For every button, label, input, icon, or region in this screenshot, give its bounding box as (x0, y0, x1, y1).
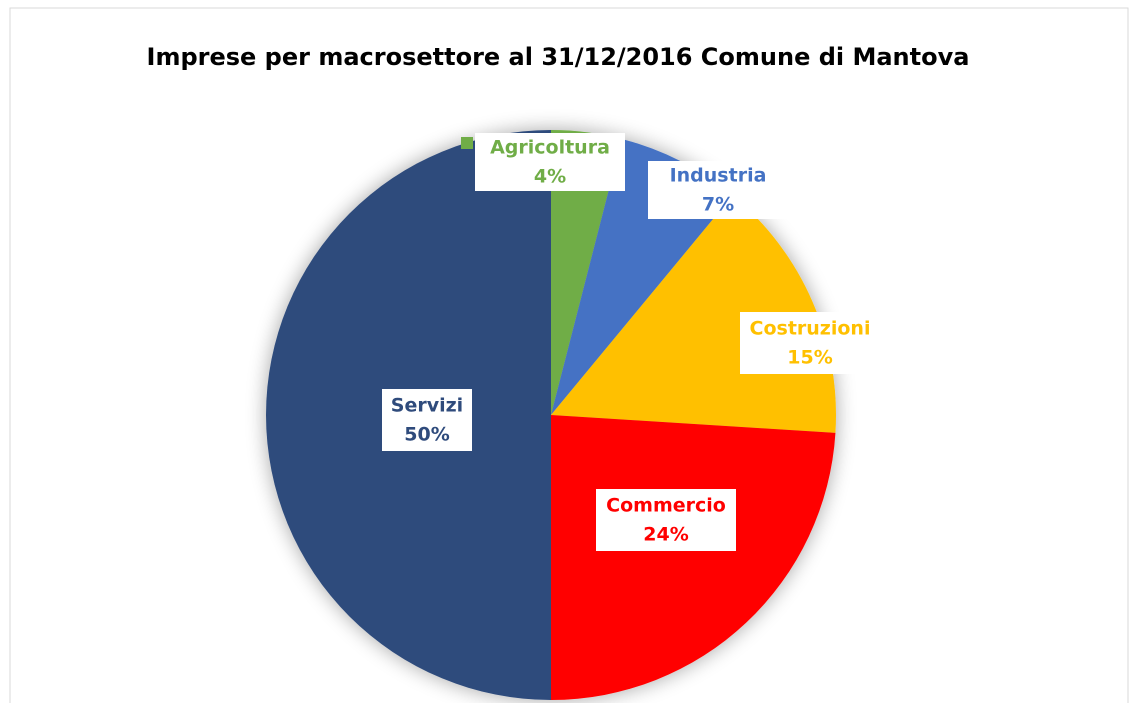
frame (9, 7, 1129, 703)
labels: Agricoltura 4% Industria 7% Costruzioni 15% Co… (382, 133, 880, 551)
pie-slice (551, 415, 836, 700)
value-label: 50% (404, 424, 449, 446)
label-box (475, 133, 625, 191)
label-box (382, 389, 472, 451)
label-box (596, 489, 736, 551)
category-label: Servizi (391, 395, 463, 417)
chart-title: Imprese per macrosettore al 31/12/2016 C… (147, 43, 970, 71)
legend-swatch (461, 137, 473, 149)
pie-slice (551, 130, 622, 415)
label-box (648, 161, 788, 219)
value-label: 24% (643, 524, 688, 546)
category-label: Commercio (606, 495, 726, 517)
category-label: Industria (670, 165, 767, 187)
category-label: Agricoltura (490, 137, 610, 159)
value-label: 7% (702, 194, 734, 216)
label-box (740, 312, 880, 374)
value-label: 15% (787, 347, 832, 369)
category-label: Costruzioni (750, 318, 871, 340)
value-label: 4% (534, 166, 566, 188)
